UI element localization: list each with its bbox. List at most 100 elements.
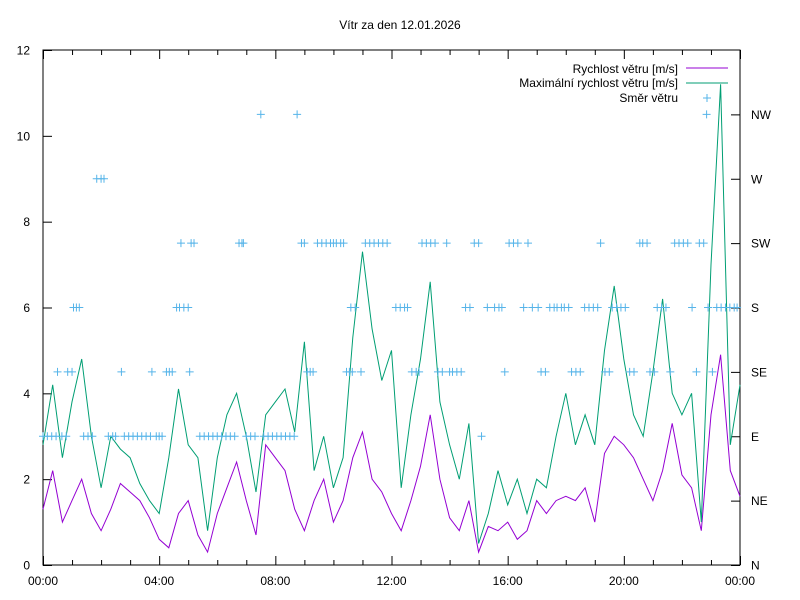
direction-marker [702, 110, 711, 119]
direction-marker [465, 303, 474, 312]
chart-title: Vítr za den 12.01.2026 [339, 18, 461, 32]
direction-marker [339, 239, 348, 248]
y-axis-right-directions: N NE E SE S SW W NW [731, 108, 772, 573]
y-tick-label: 0 [23, 559, 30, 573]
direction-marker [483, 303, 492, 312]
y2-tick-label: S [751, 301, 759, 315]
direction-marker [442, 239, 451, 248]
plot-border [42, 49, 741, 566]
x-tick-label: 00:00 [28, 574, 58, 588]
direction-marker [629, 367, 638, 376]
direction-marker [190, 239, 199, 248]
direction-marker [290, 432, 299, 441]
y2-tick-label: NE [751, 494, 768, 508]
x-tick-label: 00:00 [725, 574, 755, 588]
x-tick-label: 16:00 [493, 574, 523, 588]
direction-marker [534, 303, 543, 312]
y2-tick-label: NW [751, 108, 772, 122]
direction-marker [383, 239, 392, 248]
series-max-speed [42, 84, 741, 544]
direction-marker [351, 303, 360, 312]
y2-tick-label: SW [751, 237, 771, 251]
legend-item-max-speed: Maximální rychlost větru [m/s] [519, 76, 728, 90]
series-line [42, 84, 741, 544]
direction-marker [300, 239, 309, 248]
direction-marker [88, 432, 97, 441]
direction-marker [497, 303, 506, 312]
y-axis-left: 0 2 4 6 8 10 12 [17, 44, 52, 573]
direction-marker [593, 303, 602, 312]
x-tick-label: 04:00 [144, 574, 174, 588]
direction-marker [699, 239, 708, 248]
direction-marker [708, 367, 717, 376]
legend: Rychlost větru [m/s] Maximální rychlost … [519, 62, 728, 105]
direction-marker [523, 239, 532, 248]
direction-marker [158, 432, 167, 441]
y-tick-label: 4 [23, 387, 30, 401]
direction-marker [239, 239, 248, 248]
x-tick-label: 12:00 [376, 574, 406, 588]
y-tick-label: 2 [23, 473, 30, 487]
direction-marker [541, 367, 550, 376]
direction-marker [704, 303, 713, 312]
x-tick-label: 08:00 [260, 574, 290, 588]
direction-marker [309, 367, 318, 376]
direction-marker [513, 239, 522, 248]
direction-marker [117, 367, 126, 376]
legend-swatch-direction [703, 94, 711, 102]
direction-marker [357, 367, 366, 376]
direction-marker [230, 432, 239, 441]
y-tick-label: 6 [23, 301, 30, 315]
direction-marker [605, 367, 614, 376]
direction-marker [53, 367, 62, 376]
direction-marker [403, 303, 412, 312]
x-tick-label: 20:00 [609, 574, 639, 588]
direction-marker [438, 367, 447, 376]
series-direction [39, 110, 742, 441]
x-axis: 00:00 04:00 08:00 12:00 16:00 20:00 00:00 [28, 50, 755, 588]
direction-marker [519, 303, 528, 312]
direction-marker [692, 367, 701, 376]
direction-marker [688, 303, 697, 312]
direction-marker [348, 367, 357, 376]
y-tick-label: 8 [23, 215, 30, 229]
direction-marker [733, 303, 742, 312]
direction-marker [185, 367, 194, 376]
direction-marker [111, 432, 120, 441]
direction-marker [564, 303, 573, 312]
direction-marker [147, 367, 156, 376]
direction-marker [176, 239, 185, 248]
series-speed [42, 354, 741, 554]
direction-marker [500, 367, 509, 376]
direction-marker [168, 367, 177, 376]
direction-marker [650, 367, 659, 376]
y-tick-label: 10 [17, 129, 31, 143]
direction-marker [415, 367, 424, 376]
direction-marker [75, 303, 84, 312]
direction-marker [683, 239, 692, 248]
direction-marker [99, 174, 108, 183]
direction-marker [457, 367, 466, 376]
direction-marker [256, 110, 265, 119]
legend-label-direction: Směr větru [619, 91, 678, 105]
legend-label-speed: Rychlost větru [m/s] [573, 62, 678, 76]
plot-frame [42, 49, 741, 566]
direction-marker [477, 432, 486, 441]
y-tick-label: 12 [17, 44, 31, 58]
direction-marker [621, 303, 630, 312]
legend-item-direction: Směr větru [619, 91, 711, 105]
series-line [42, 354, 741, 554]
direction-marker [68, 367, 77, 376]
direction-marker [596, 239, 605, 248]
y2-tick-label: E [751, 430, 759, 444]
direction-marker [251, 432, 260, 441]
series-layer [39, 84, 742, 554]
direction-marker [293, 110, 302, 119]
y2-tick-label: W [751, 172, 763, 186]
direction-marker [643, 239, 652, 248]
y2-tick-label: N [751, 559, 760, 573]
direction-marker [184, 303, 193, 312]
direction-marker [431, 239, 440, 248]
direction-marker [666, 367, 675, 376]
